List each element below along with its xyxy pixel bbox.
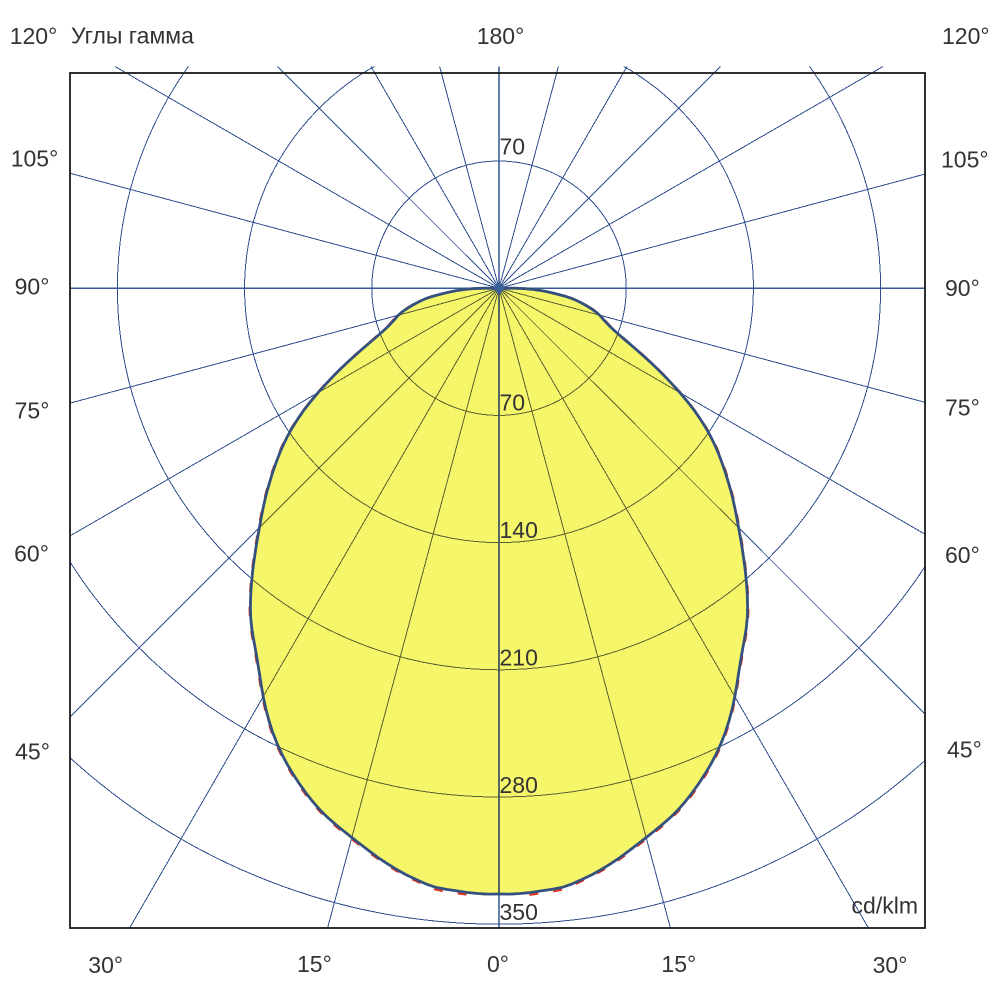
svg-text:60°: 60° [14, 541, 49, 567]
svg-text:105°: 105° [11, 146, 59, 172]
svg-text:350: 350 [500, 899, 538, 925]
svg-text:45°: 45° [947, 737, 982, 763]
svg-text:70: 70 [500, 390, 526, 416]
svg-text:210: 210 [500, 645, 538, 671]
svg-text:280: 280 [500, 772, 538, 798]
svg-text:70: 70 [500, 134, 526, 160]
svg-text:120°: 120° [10, 23, 58, 49]
svg-text:cd/klm: cd/klm [852, 893, 918, 919]
svg-text:180°: 180° [477, 23, 525, 49]
svg-text:Углы гамма: Углы гамма [71, 23, 194, 49]
svg-text:90°: 90° [945, 275, 980, 301]
svg-text:30°: 30° [873, 952, 908, 978]
svg-text:30°: 30° [88, 952, 123, 978]
svg-text:15°: 15° [661, 951, 696, 977]
svg-text:140: 140 [500, 517, 538, 543]
svg-text:60°: 60° [945, 542, 980, 568]
svg-text:90°: 90° [15, 274, 50, 300]
svg-text:105°: 105° [941, 147, 989, 173]
svg-text:15°: 15° [297, 951, 332, 977]
svg-text:45°: 45° [15, 739, 50, 765]
svg-text:75°: 75° [945, 395, 980, 421]
svg-text:75°: 75° [15, 398, 50, 424]
svg-text:0°: 0° [487, 951, 509, 977]
svg-text:120°: 120° [942, 23, 990, 49]
